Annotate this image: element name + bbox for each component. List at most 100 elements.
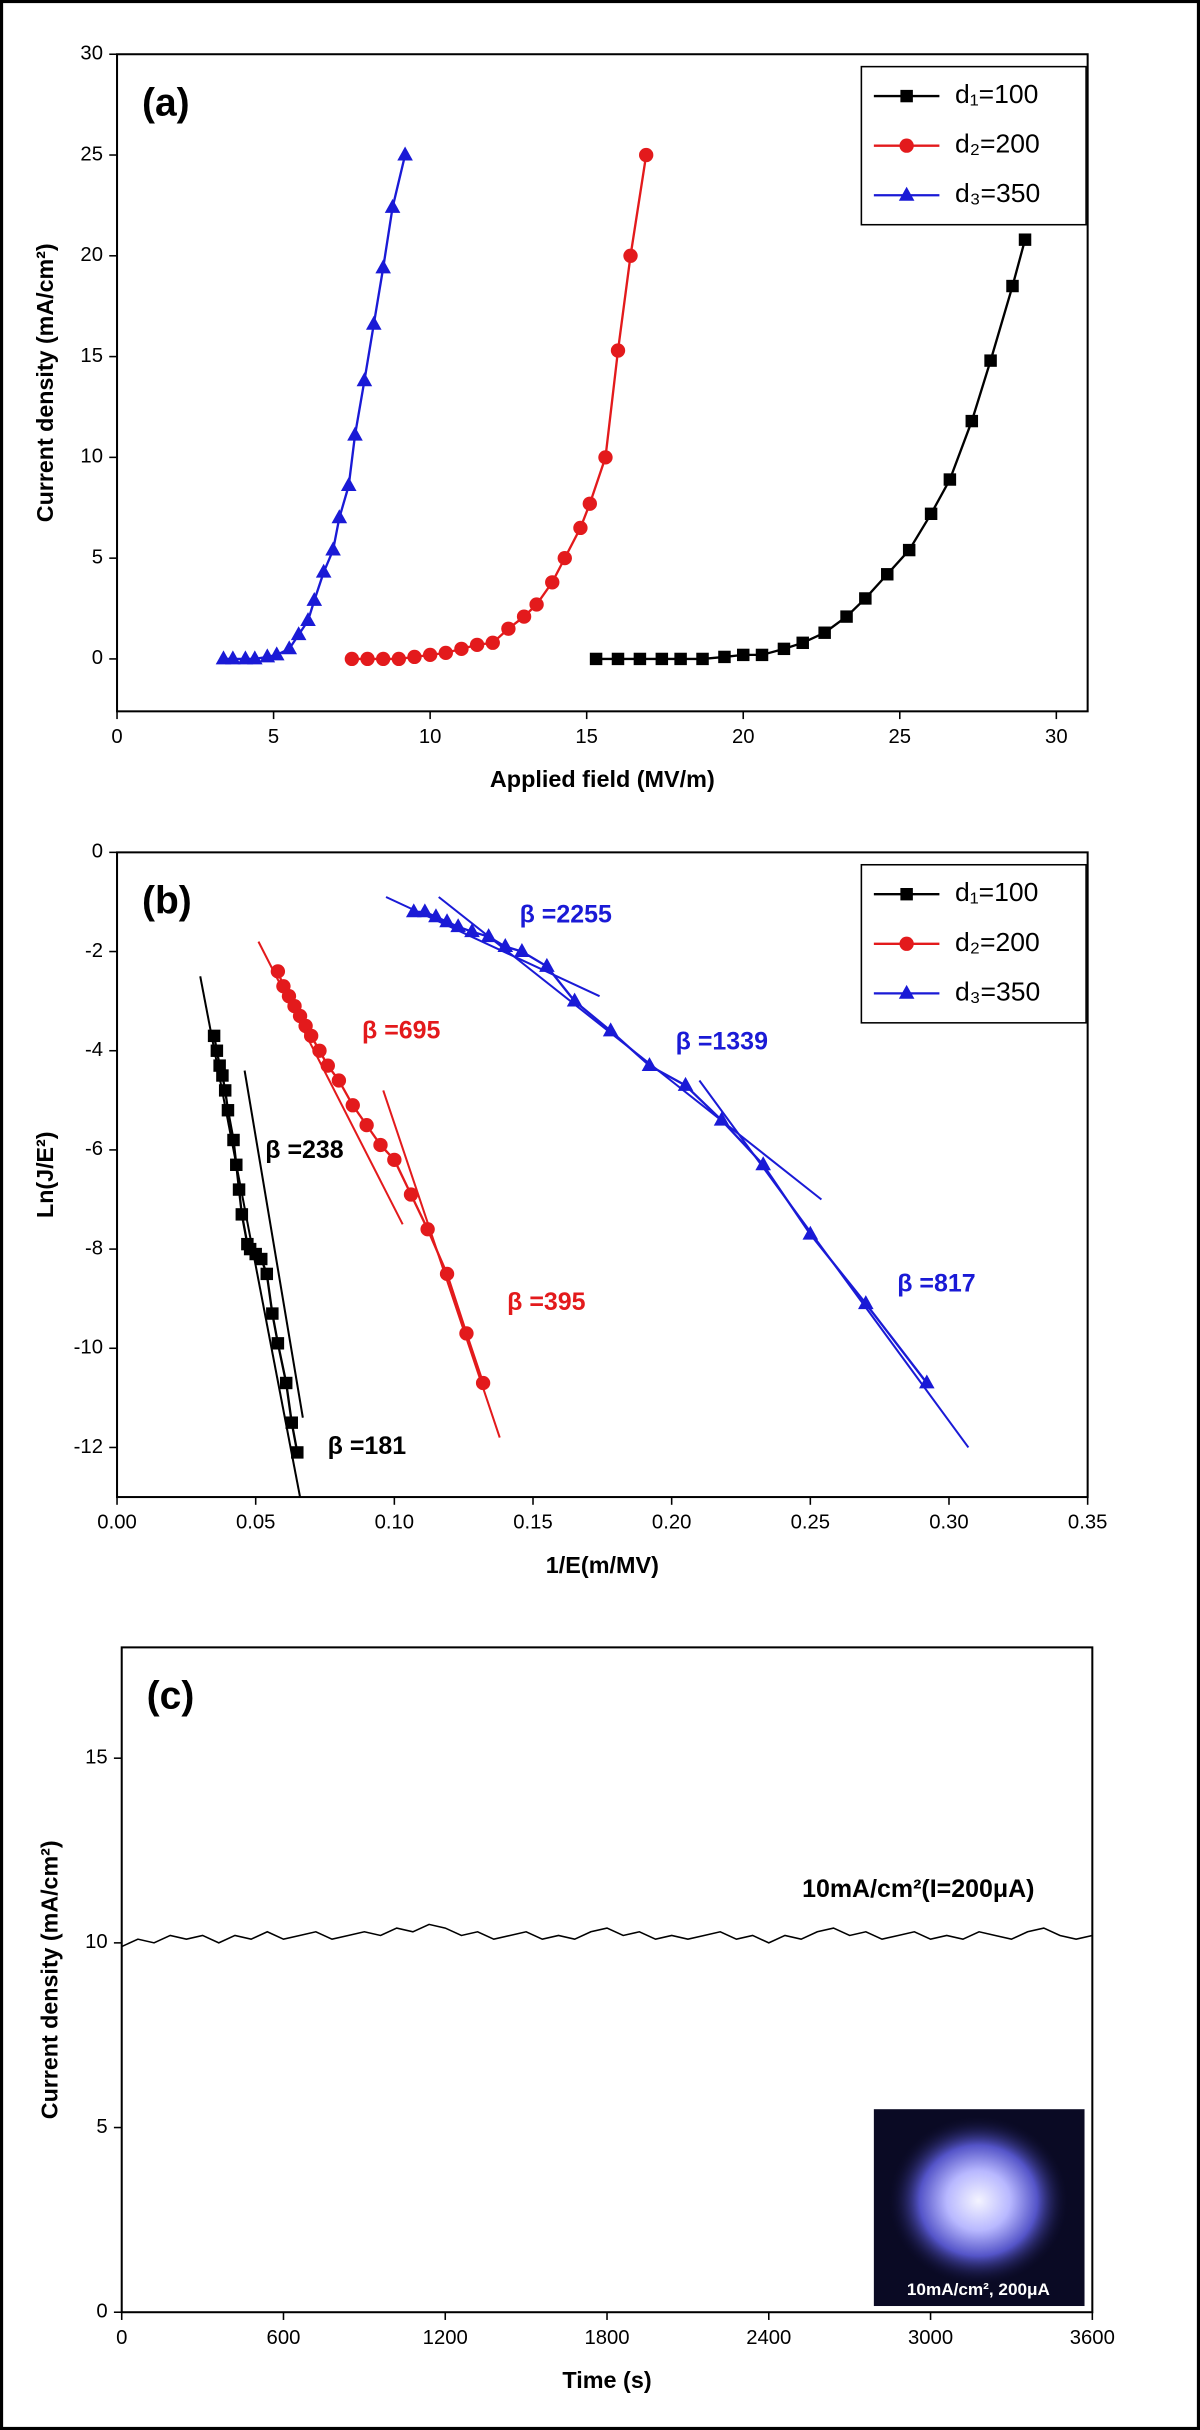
- annotation: β =395: [507, 1288, 586, 1316]
- x-tick-label: 0.30: [929, 1512, 968, 1534]
- marker: [359, 1117, 374, 1133]
- marker: [420, 1222, 435, 1237]
- marker: [218, 1084, 232, 1097]
- plot-frame: [116, 851, 1089, 1499]
- y-tick-label: -10: [74, 1337, 103, 1359]
- marker: [360, 651, 375, 667]
- marker: [501, 621, 516, 636]
- marker: [375, 651, 391, 667]
- inset-glow: [887, 2115, 1069, 2286]
- marker: [598, 450, 613, 465]
- marker: [881, 568, 894, 581]
- marker: [516, 609, 532, 624]
- plot-frame: [116, 53, 1089, 713]
- x-tick-label: 0.10: [375, 1512, 414, 1534]
- legend-label: d₁=100: [955, 79, 1038, 109]
- marker: [573, 520, 588, 536]
- marker: [365, 315, 382, 330]
- marker: [497, 938, 514, 953]
- marker: [235, 1208, 249, 1221]
- marker: [290, 626, 307, 641]
- marker: [755, 648, 769, 662]
- marker: [384, 198, 401, 213]
- y-tick-label: 10: [85, 1931, 108, 1953]
- marker: [232, 1183, 246, 1196]
- marker: [303, 1028, 319, 1043]
- marker: [610, 343, 626, 358]
- marker: [439, 1266, 455, 1282]
- marker: [611, 652, 625, 666]
- marker: [246, 650, 263, 665]
- marker: [898, 984, 915, 999]
- marker: [270, 964, 286, 979]
- y-tick-label: -2: [85, 940, 103, 962]
- y-axis-title: Ln(J/E²): [32, 1131, 58, 1217]
- marker: [213, 1059, 226, 1072]
- marker: [918, 1374, 935, 1389]
- marker: [655, 652, 669, 666]
- marker: [285, 1416, 298, 1429]
- marker: [485, 635, 500, 650]
- panel-label: (c): [147, 1675, 195, 1718]
- marker: [718, 650, 731, 664]
- marker: [924, 507, 938, 521]
- marker: [306, 591, 323, 606]
- legend-label: d₃=350: [955, 976, 1040, 1006]
- marker: [1018, 233, 1032, 246]
- annotation: β =2255: [520, 901, 612, 929]
- marker: [230, 1158, 243, 1171]
- marker: [566, 992, 583, 1007]
- y-tick-label: 30: [80, 43, 103, 65]
- marker: [943, 473, 957, 486]
- x-tick-label: 0: [116, 2327, 127, 2349]
- inset-label: 10mA/cm², 200μA: [907, 2280, 1050, 2299]
- x-tick-label: 0.25: [791, 1512, 830, 1534]
- marker: [405, 903, 422, 918]
- marker: [902, 543, 916, 557]
- marker: [641, 1057, 658, 1072]
- marker: [266, 1307, 279, 1320]
- marker: [279, 1376, 293, 1390]
- annotation: β =181: [328, 1432, 407, 1460]
- marker: [225, 650, 241, 665]
- x-tick-label: 600: [267, 2327, 301, 2349]
- marker: [320, 1058, 335, 1073]
- x-tick-label: 0.00: [97, 1512, 136, 1534]
- marker: [965, 414, 979, 428]
- x-tick-label: 0.15: [513, 1512, 552, 1534]
- legend-label: d₁=100: [955, 877, 1038, 907]
- marker: [439, 913, 455, 928]
- marker: [207, 1029, 221, 1043]
- y-tick-label: 15: [80, 345, 103, 367]
- marker: [557, 551, 572, 566]
- panel-label: (b): [142, 880, 192, 923]
- marker: [582, 496, 597, 511]
- marker: [475, 1375, 491, 1391]
- x-tick-label: 0.20: [652, 1512, 691, 1534]
- annotation: 10mA/cm²(I=200μA): [802, 1875, 1034, 1903]
- marker: [539, 957, 555, 972]
- marker: [899, 138, 914, 153]
- marker: [899, 936, 914, 951]
- x-tick-label: 25: [889, 726, 912, 748]
- marker: [755, 1156, 771, 1171]
- y-axis-title: Current density (mA/cm²): [32, 243, 58, 522]
- marker: [633, 652, 647, 666]
- marker: [291, 1446, 304, 1459]
- marker: [254, 1252, 268, 1266]
- marker: [325, 541, 341, 556]
- marker: [417, 903, 433, 918]
- x-tick-label: 10: [419, 726, 442, 748]
- y-tick-label: -8: [85, 1237, 103, 1259]
- x-tick-label: 15: [575, 726, 598, 748]
- marker: [210, 1044, 224, 1057]
- y-tick-label: 5: [96, 2116, 107, 2138]
- marker: [840, 610, 853, 623]
- marker: [589, 652, 603, 666]
- annotation: β =695: [362, 1017, 441, 1045]
- y-tick-label: 10: [80, 446, 103, 468]
- marker: [397, 146, 413, 161]
- marker: [674, 652, 687, 666]
- marker: [777, 642, 791, 656]
